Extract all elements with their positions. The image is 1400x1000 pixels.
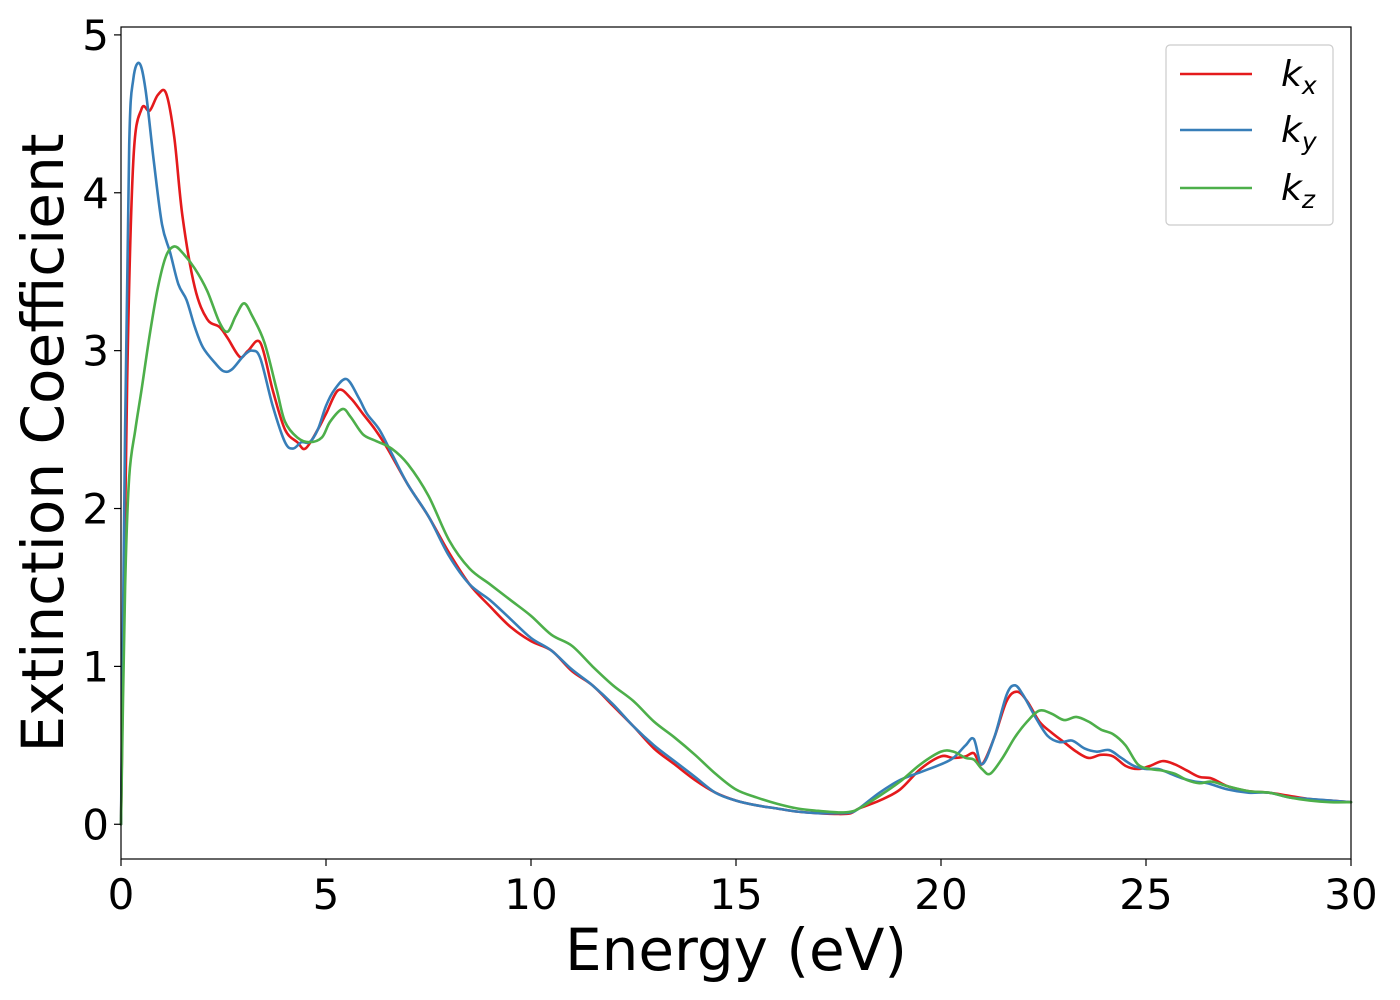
x-tick-label: 10 (504, 870, 557, 919)
x-tick-label: 0 (108, 870, 135, 919)
x-tick-label: 30 (1324, 870, 1377, 919)
series-line-z (119, 245, 1353, 826)
x-axis: 0 5 10 15 20 25 30 (108, 859, 1378, 919)
x-axis-title: Energy (eV) (565, 916, 907, 984)
y-tick-label: 1 (82, 642, 109, 691)
y-tick-label: 0 (82, 800, 109, 849)
series-layer (119, 61, 1353, 826)
y-tick-label: 5 (82, 11, 109, 60)
legend: kx ky kz (1165, 44, 1334, 226)
legend-label-z: kz (1281, 168, 1316, 214)
legend-box (1165, 44, 1334, 226)
y-tick-label: 2 (82, 485, 109, 534)
y-axis: 0 1 2 3 4 5 (82, 11, 121, 849)
y-tick-label: 4 (82, 169, 109, 218)
x-tick-label: 20 (914, 870, 967, 919)
series-line-y (119, 61, 1353, 826)
legend-label-x: kx (1281, 54, 1317, 100)
series-line-x (119, 88, 1353, 826)
y-axis-title: Extinction Coefficient (9, 134, 77, 753)
x-tick-label: 5 (313, 870, 340, 919)
x-tick-label: 25 (1119, 870, 1172, 919)
y-tick-label: 3 (82, 327, 109, 376)
legend-label-y: ky (1281, 110, 1318, 156)
x-tick-label: 15 (709, 870, 762, 919)
